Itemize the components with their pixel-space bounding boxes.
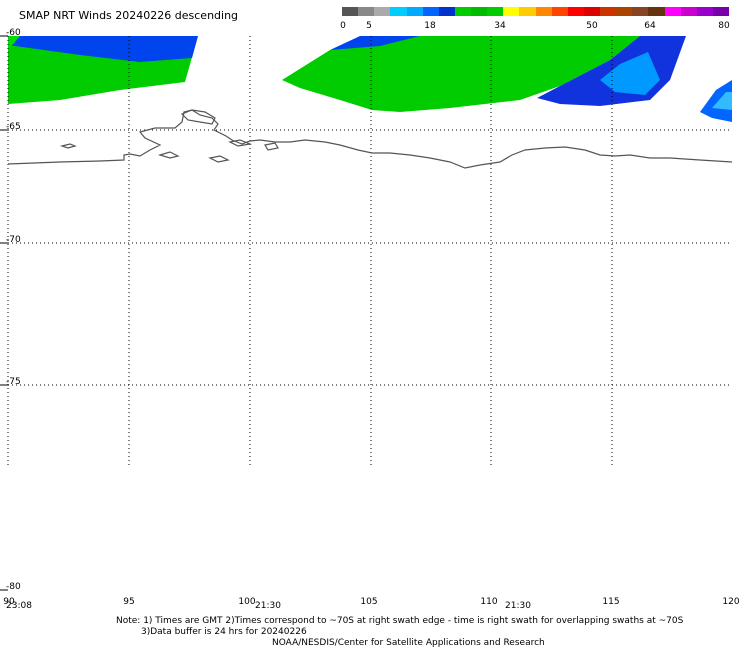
colorbar-label-80: 80 xyxy=(718,21,730,31)
colorbar-swatch xyxy=(696,7,713,16)
time-label-3: 21:30 xyxy=(505,601,531,611)
time-label-2: 21:30 xyxy=(255,601,281,611)
colorbar-swatch xyxy=(487,7,504,16)
swath-far-right-cyan xyxy=(712,92,732,110)
colorbar-label-34: 34 xyxy=(494,21,506,31)
time-label-1: 23:08 xyxy=(6,601,32,611)
lon-label-95: 95 xyxy=(123,597,135,607)
lon-label-100: 100 xyxy=(238,597,256,607)
lat-label-80: -80 xyxy=(6,582,21,592)
lat-label-70: -70 xyxy=(6,235,21,245)
colorbar-swatch xyxy=(503,7,520,16)
note-line-3: NOAA/NESDIS/Center for Satellite Applica… xyxy=(272,638,545,648)
swath-far-right xyxy=(700,80,732,122)
colorbar-swatch xyxy=(648,7,665,16)
colorbar-swatch xyxy=(712,7,729,16)
colorbar-swatch xyxy=(535,7,552,16)
colorbar-swatch xyxy=(358,7,375,16)
colorbar-swatch xyxy=(406,7,423,16)
colorbar-swatch xyxy=(664,7,681,16)
lon-label-115: 115 xyxy=(602,597,620,607)
lon-label-90: 90 xyxy=(3,597,15,607)
colorbar-label-0: 0 xyxy=(340,21,346,31)
colorbar-swatch xyxy=(342,7,359,16)
lon-label-105: 105 xyxy=(360,597,378,607)
note-line-2: 3)Data buffer is 24 hrs for 20240226 xyxy=(141,627,307,637)
colorbar-swatch xyxy=(551,7,568,16)
wind-speed-colorbar xyxy=(342,7,729,16)
wind-swaths xyxy=(8,36,732,122)
graticule xyxy=(7,36,732,465)
colorbar-swatch xyxy=(680,7,697,16)
colorbar-swatch xyxy=(567,7,584,16)
coastline xyxy=(7,109,733,169)
colorbar-swatch xyxy=(374,7,391,16)
colorbar-label-50: 50 xyxy=(586,21,598,31)
swath-left-blue-band xyxy=(8,36,198,62)
lat-label-60: -60 xyxy=(6,28,21,38)
colorbar-swatch xyxy=(632,7,649,16)
lon-label-120: 120 xyxy=(722,597,740,607)
colorbar-label-5: 5 xyxy=(366,21,372,31)
lat-label-75: -75 xyxy=(6,377,21,387)
colorbar-label-18: 18 xyxy=(424,21,436,31)
colorbar-swatch xyxy=(616,7,633,16)
lat-label-65: -65 xyxy=(6,122,21,132)
note-line-1: Note: 1) Times are GMT 2)Times correspon… xyxy=(116,616,684,626)
lon-label-110: 110 xyxy=(480,597,498,607)
map-title: SMAP NRT Winds 20240226 descending xyxy=(19,9,239,22)
colorbar-swatch xyxy=(583,7,600,16)
swath-center-blue-top xyxy=(330,36,420,50)
colorbar-swatch xyxy=(471,7,488,16)
colorbar-swatch xyxy=(390,7,407,16)
colorbar-swatch xyxy=(519,7,536,16)
colorbar-swatch xyxy=(454,7,471,16)
colorbar-label-64: 64 xyxy=(644,21,656,31)
colorbar-swatch xyxy=(438,7,455,16)
colorbar-swatch xyxy=(422,7,439,16)
swath-left-edge xyxy=(8,36,20,50)
swath-right-cyan xyxy=(600,52,660,95)
left-axis-ticks xyxy=(0,35,8,591)
colorbar-swatch xyxy=(600,7,617,16)
